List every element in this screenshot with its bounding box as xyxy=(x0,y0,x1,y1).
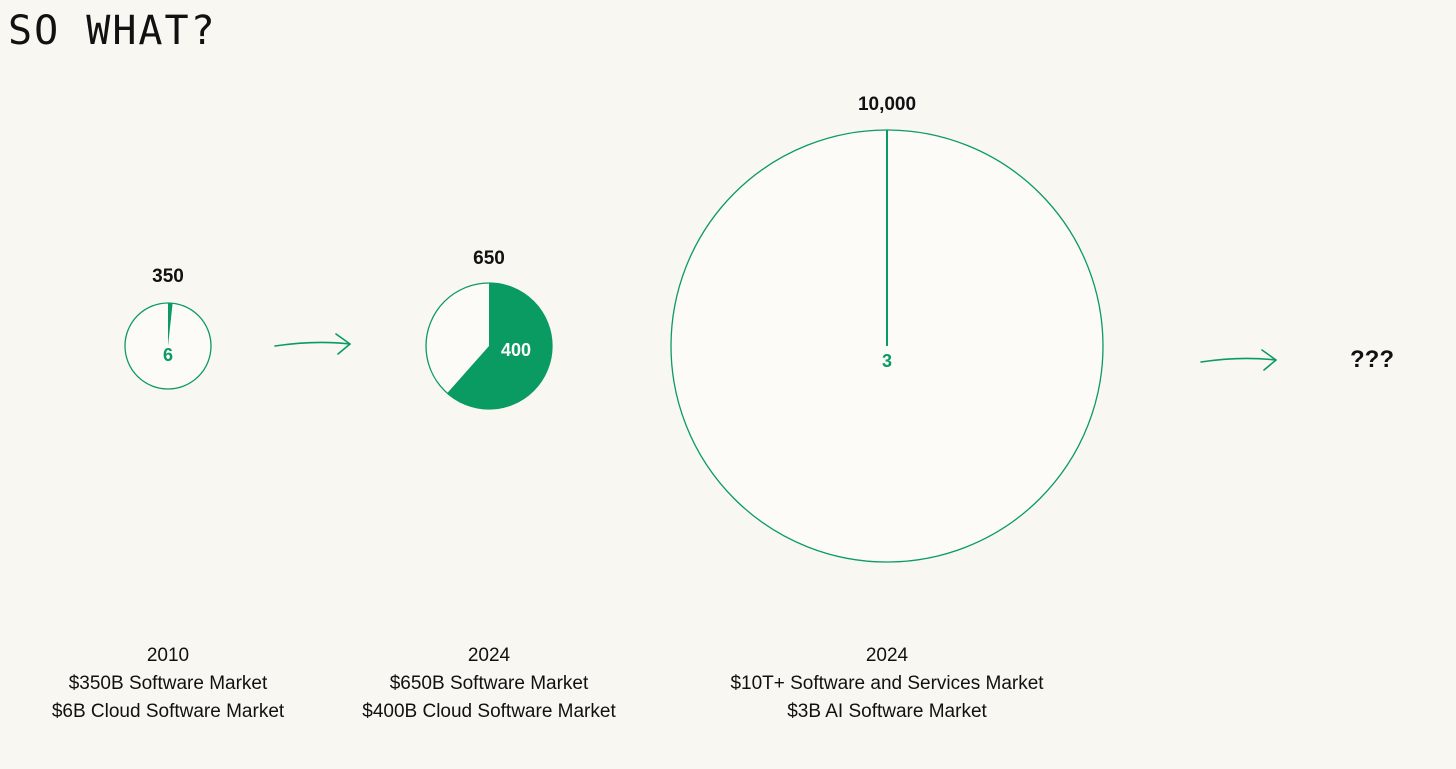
caption-total-market: $350B Software Market xyxy=(68,673,268,694)
pie-slice xyxy=(447,283,552,409)
caption-segment-market: $400B Cloud Software Market xyxy=(362,701,616,722)
pie-slice xyxy=(168,303,173,346)
arrow-right-icon xyxy=(274,341,351,347)
caption-total-market: $650B Software Market xyxy=(389,673,589,694)
caption-2024-ai: 2024 $10T+ Software and Services Market … xyxy=(697,642,1077,726)
pie-total-label: 350 xyxy=(152,266,184,287)
pie-slice-label: 3 xyxy=(882,351,892,371)
arrow-head-icon xyxy=(335,333,351,355)
future-market-label: ??? xyxy=(1350,346,1394,373)
caption-2024-cloud: 2024 $650B Software Market $400B Cloud S… xyxy=(299,642,679,726)
arrow-head-icon xyxy=(1261,349,1277,371)
arrow-right-icon xyxy=(1200,357,1277,363)
caption-segment-market: $6B Cloud Software Market xyxy=(51,701,285,722)
pie-total-label: 650 xyxy=(473,248,505,269)
caption-2010: 2010 $350B Software Market $6B Cloud Sof… xyxy=(0,642,358,726)
caption-year: 2010 xyxy=(146,645,190,666)
pie-slice-label: 400 xyxy=(501,340,531,360)
caption-year: 2024 xyxy=(865,645,909,666)
caption-total-market: $10T+ Software and Services Market xyxy=(730,673,1044,694)
pie-slice-label: 6 xyxy=(163,345,173,365)
caption-year: 2024 xyxy=(467,645,511,666)
pie-total-label: 10,000 xyxy=(858,94,916,115)
caption-segment-market: $3B AI Software Market xyxy=(787,701,987,722)
page-title: SO WHAT? xyxy=(8,8,217,54)
